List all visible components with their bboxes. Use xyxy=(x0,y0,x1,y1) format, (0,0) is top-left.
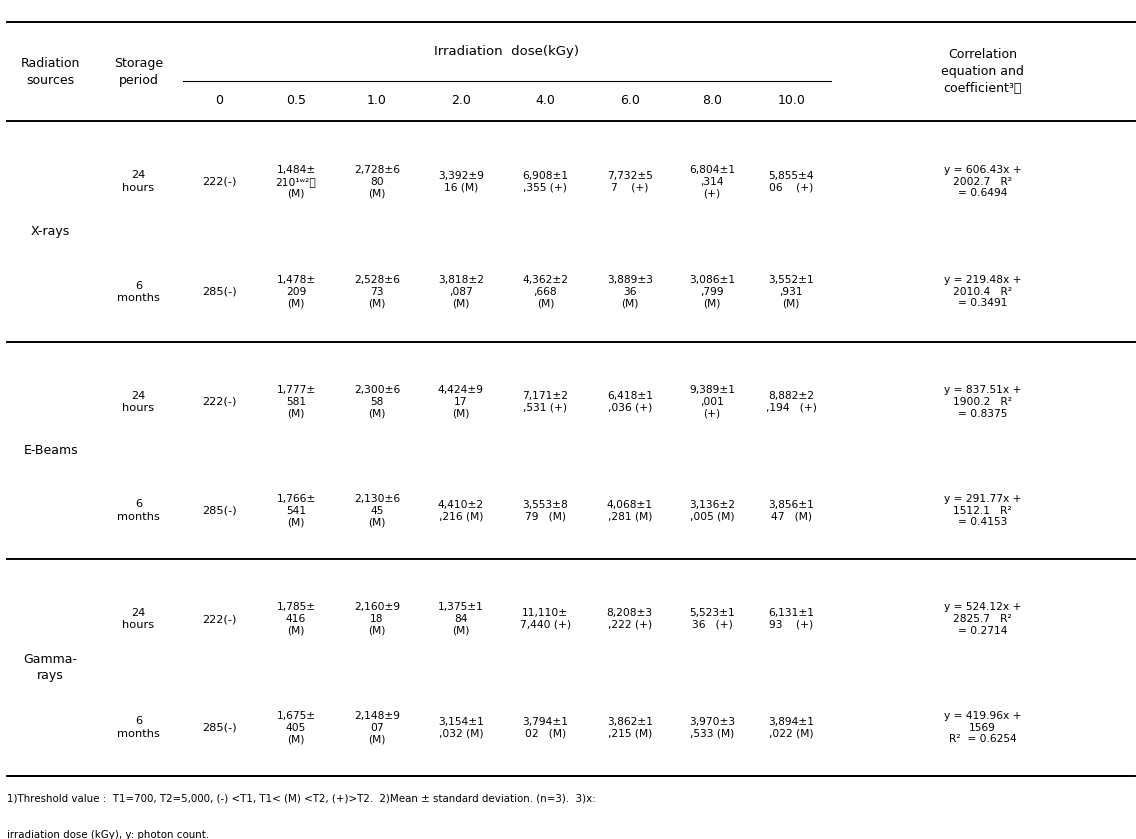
Text: 3,086±1
,799
(M): 3,086±1 ,799 (M) xyxy=(688,275,735,309)
Text: 11,110±
7,440 (+): 11,110± 7,440 (+) xyxy=(520,608,570,630)
Text: 8,208±3
,222 (+): 8,208±3 ,222 (+) xyxy=(607,608,653,630)
Text: 24
hours: 24 hours xyxy=(123,391,154,413)
Text: 6
months: 6 months xyxy=(117,717,160,738)
Text: 3,136±2
,005 (M): 3,136±2 ,005 (M) xyxy=(688,500,735,521)
Text: 5,855±4
06    (+): 5,855±4 06 (+) xyxy=(768,171,815,192)
Text: 222(-): 222(-) xyxy=(202,177,236,187)
Text: 4,362±2
,668
(M): 4,362±2 ,668 (M) xyxy=(523,275,568,309)
Text: 9,389±1
,001
(+): 9,389±1 ,001 (+) xyxy=(688,385,735,419)
Text: 6
months: 6 months xyxy=(117,499,160,522)
Text: 3,818±2
,087
(M): 3,818±2 ,087 (M) xyxy=(437,275,484,309)
Text: 8,882±2
,194   (+): 8,882±2 ,194 (+) xyxy=(766,391,817,413)
Text: Storage
period: Storage period xyxy=(114,56,164,86)
Text: 24
hours: 24 hours xyxy=(123,607,154,630)
Text: y = 837.51x +
1900.2   R²
= 0.8375: y = 837.51x + 1900.2 R² = 0.8375 xyxy=(944,385,1021,419)
Text: 2,528±6
73
(M): 2,528±6 73 (M) xyxy=(354,275,400,309)
Text: Irradiation  dose(kGy): Irradiation dose(kGy) xyxy=(434,44,579,58)
Text: 8.0: 8.0 xyxy=(702,95,721,107)
Text: 3,970±3
,533 (M): 3,970±3 ,533 (M) xyxy=(688,717,735,738)
Text: 6,908±1
,355 (+): 6,908±1 ,355 (+) xyxy=(523,171,568,192)
Text: 7,732±5
7    (+): 7,732±5 7 (+) xyxy=(607,171,653,192)
Text: 2,160±9
18
(M): 2,160±9 18 (M) xyxy=(354,602,400,636)
Text: y = 419.96x +
1569
R²  = 0.6254: y = 419.96x + 1569 R² = 0.6254 xyxy=(944,711,1021,744)
Text: 3,154±1
,032 (M): 3,154±1 ,032 (M) xyxy=(438,717,484,738)
Text: 1)Threshold value :  T1=700, T2=5,000, (-) <T1, T1< (M) <T2, (+)>T2.  2)Mean ± s: 1)Threshold value : T1=700, T2=5,000, (-… xyxy=(7,794,595,804)
Text: 2,148±9
07
(M): 2,148±9 07 (M) xyxy=(354,711,400,744)
Text: Gamma-
rays: Gamma- rays xyxy=(24,653,77,681)
Text: 1,484±
210¹ʷ²⧩
(M): 1,484± 210¹ʷ²⧩ (M) xyxy=(276,165,317,198)
Text: X-rays: X-rays xyxy=(31,225,70,238)
Text: 4,424±9
17
(M): 4,424±9 17 (M) xyxy=(437,385,484,419)
Text: Radiation
sources: Radiation sources xyxy=(20,56,81,86)
Text: 285(-): 285(-) xyxy=(202,506,236,515)
Text: 1,785±
416
(M): 1,785± 416 (M) xyxy=(276,602,316,636)
Text: 2.0: 2.0 xyxy=(451,95,470,107)
Text: 5,523±1
36   (+): 5,523±1 36 (+) xyxy=(690,608,735,630)
Text: 1,777±
581
(M): 1,777± 581 (M) xyxy=(276,385,316,419)
Text: 4.0: 4.0 xyxy=(535,95,556,107)
Text: 1,766±
541
(M): 1,766± 541 (M) xyxy=(276,494,316,527)
Text: 24
hours: 24 hours xyxy=(123,170,154,193)
Text: 285(-): 285(-) xyxy=(202,722,236,732)
Text: 3,392±9
16 (M): 3,392±9 16 (M) xyxy=(437,171,484,192)
Text: 4,068±1
,281 (M): 4,068±1 ,281 (M) xyxy=(607,500,653,521)
Text: 3,856±1
47   (M): 3,856±1 47 (M) xyxy=(768,500,815,521)
Text: 6,131±1
93    (+): 6,131±1 93 (+) xyxy=(768,608,815,630)
Text: 2,728±6
80
(M): 2,728±6 80 (M) xyxy=(354,165,400,198)
Text: 222(-): 222(-) xyxy=(202,614,236,624)
Text: 222(-): 222(-) xyxy=(202,397,236,407)
Text: 6
months: 6 months xyxy=(117,280,160,303)
Text: 4,410±2
,216 (M): 4,410±2 ,216 (M) xyxy=(437,500,484,521)
Text: Correlation
equation and
coefficient³⧩: Correlation equation and coefficient³⧩ xyxy=(942,48,1025,95)
Text: E-Beams: E-Beams xyxy=(24,444,78,456)
Text: 3,862±1
,215 (M): 3,862±1 ,215 (M) xyxy=(607,717,653,738)
Text: 7,171±2
,531 (+): 7,171±2 ,531 (+) xyxy=(523,391,568,413)
Text: 1,675±
405
(M): 1,675± 405 (M) xyxy=(276,711,316,744)
Text: 1,375±1
84
(M): 1,375±1 84 (M) xyxy=(438,602,484,636)
Text: 1,478±
209
(M): 1,478± 209 (M) xyxy=(276,275,316,309)
Text: 6,804±1
,314
(+): 6,804±1 ,314 (+) xyxy=(688,165,735,198)
Text: 0: 0 xyxy=(216,95,224,107)
Text: 1.0: 1.0 xyxy=(367,95,387,107)
Text: 2,130±6
45
(M): 2,130±6 45 (M) xyxy=(354,494,400,527)
Text: 10.0: 10.0 xyxy=(777,95,805,107)
Text: 2,300±6
58
(M): 2,300±6 58 (M) xyxy=(354,385,400,419)
Text: 3,553±8
79   (M): 3,553±8 79 (M) xyxy=(523,500,568,521)
Text: 6.0: 6.0 xyxy=(620,95,640,107)
Text: irradiation dose (kGy), y: photon count.: irradiation dose (kGy), y: photon count. xyxy=(7,831,209,839)
Text: 0.5: 0.5 xyxy=(286,95,306,107)
Text: 3,794±1
02   (M): 3,794±1 02 (M) xyxy=(523,717,568,738)
Text: y = 606.43x +
2002.7   R²
= 0.6494: y = 606.43x + 2002.7 R² = 0.6494 xyxy=(944,165,1021,198)
Text: y = 291.77x +
1512.1   R²
= 0.4153: y = 291.77x + 1512.1 R² = 0.4153 xyxy=(944,494,1021,527)
Text: 285(-): 285(-) xyxy=(202,287,236,297)
Text: 3,552±1
,931
(M): 3,552±1 ,931 (M) xyxy=(768,275,815,309)
Text: 3,894±1
,022 (M): 3,894±1 ,022 (M) xyxy=(768,717,815,738)
Text: y = 219.48x +
2010.4   R²
= 0.3491: y = 219.48x + 2010.4 R² = 0.3491 xyxy=(944,275,1021,309)
Text: 3,889±3
36
(M): 3,889±3 36 (M) xyxy=(607,275,653,309)
Text: y = 524.12x +
2825.7   R²
= 0.2714: y = 524.12x + 2825.7 R² = 0.2714 xyxy=(944,602,1021,636)
Text: 6,418±1
,036 (+): 6,418±1 ,036 (+) xyxy=(607,391,653,413)
